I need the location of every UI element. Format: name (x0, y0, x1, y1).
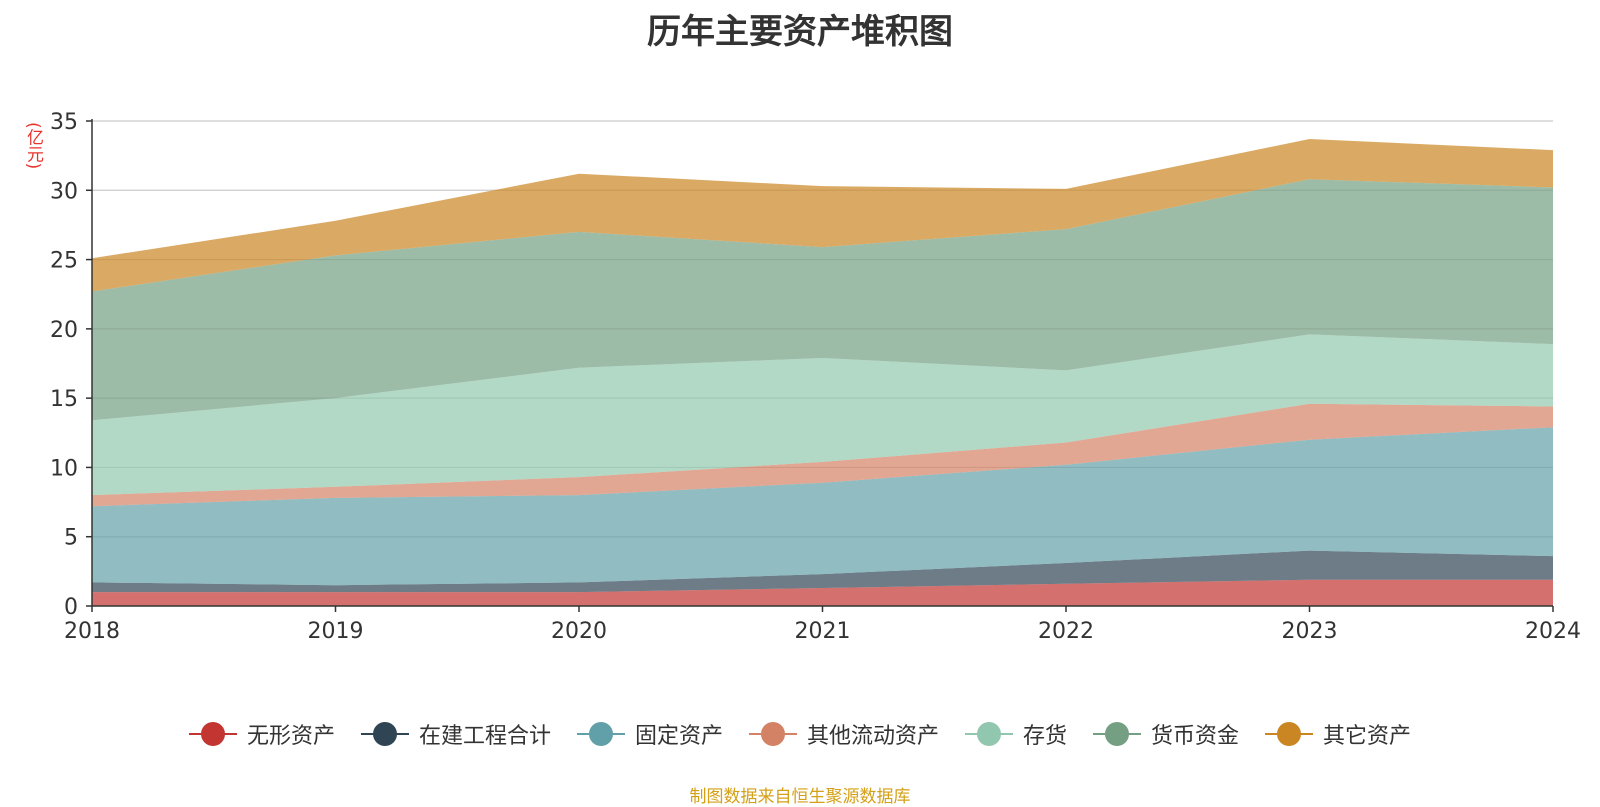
y-tick-label: 35 (50, 110, 78, 135)
legend-item[interactable]: 无形资产 (188, 718, 335, 750)
legend-item[interactable]: 其它资产 (1265, 718, 1411, 750)
area-series-其它资产 (92, 139, 1553, 292)
y-tick-label: 10 (50, 456, 78, 481)
legend-label: 无形资产 (246, 724, 335, 749)
area-series-无形资产 (92, 579, 1553, 606)
area-series-在建工程合计 (92, 550, 1553, 593)
x-tick-label: 2022 (1038, 619, 1094, 644)
x-tick-label: 2024 (1525, 619, 1581, 644)
area-series-其他流动资产 (92, 403, 1553, 507)
legend-marker-icon (1093, 722, 1142, 746)
legend-label: 其它资产 (1323, 724, 1412, 749)
x-tick-label: 2021 (795, 619, 851, 644)
y-tick-label: 30 (50, 179, 78, 204)
legend-item[interactable]: 固定资产 (576, 718, 723, 750)
y-tick-label: 20 (50, 318, 78, 343)
legend-marker-icon (1265, 722, 1314, 746)
chart-title: 历年主要资产堆积图 (647, 12, 953, 52)
legend-label: 其他流动资产 (806, 724, 939, 749)
legend-marker-icon (360, 722, 409, 746)
source-note: 制图数据来自恒生聚源数据库 (689, 787, 911, 807)
y-tick-label: 15 (50, 387, 78, 412)
x-tick-label: 2023 (1282, 619, 1338, 644)
legend: 无形资产 在建工程合计 固定资产 其他流动资产 存货 货币资金 其它资产 (0, 718, 1600, 750)
y-axis-unit-label: (亿元) (23, 122, 43, 170)
x-tick-label: 2019 (308, 619, 364, 644)
legend-item[interactable]: 货币资金 (1093, 718, 1239, 750)
legend-item[interactable]: 在建工程合计 (360, 718, 551, 750)
legend-label: 存货 (1023, 724, 1068, 749)
legend-item[interactable]: 存货 (965, 718, 1067, 750)
legend-label: 在建工程合计 (418, 724, 551, 749)
legend-marker-icon (748, 722, 797, 746)
y-tick-label: 0 (64, 595, 78, 620)
x-tick-label: 2018 (64, 619, 120, 644)
legend-marker-icon (965, 722, 1013, 746)
area-series-固定资产 (92, 427, 1553, 586)
area-series-存货 (92, 334, 1553, 496)
y-tick-label: 5 (64, 526, 78, 551)
legend-label: 固定资产 (634, 724, 723, 749)
x-tick-label: 2020 (551, 619, 607, 644)
y-tick-label: 25 (50, 249, 78, 274)
legend-marker-icon (576, 722, 625, 746)
area-series (92, 139, 1553, 606)
legend-label: 货币资金 (1151, 724, 1240, 749)
area-series-货币资金 (92, 179, 1553, 421)
legend-marker-icon (188, 722, 237, 746)
legend-item[interactable]: 其他流动资产 (748, 718, 939, 750)
axes: 0 5 10 15 20 25 30 35 2018 2019 2020 2021 2022 2023 20… (50, 110, 1581, 644)
